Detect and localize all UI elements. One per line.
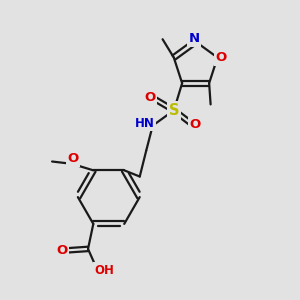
Text: S: S: [169, 103, 179, 118]
Text: HN: HN: [134, 117, 154, 130]
Text: N: N: [189, 32, 200, 45]
Text: O: O: [56, 244, 68, 257]
Text: O: O: [215, 51, 226, 64]
Text: O: O: [144, 91, 155, 104]
Text: O: O: [67, 152, 78, 165]
Text: OH: OH: [95, 264, 115, 277]
Text: O: O: [190, 118, 201, 130]
